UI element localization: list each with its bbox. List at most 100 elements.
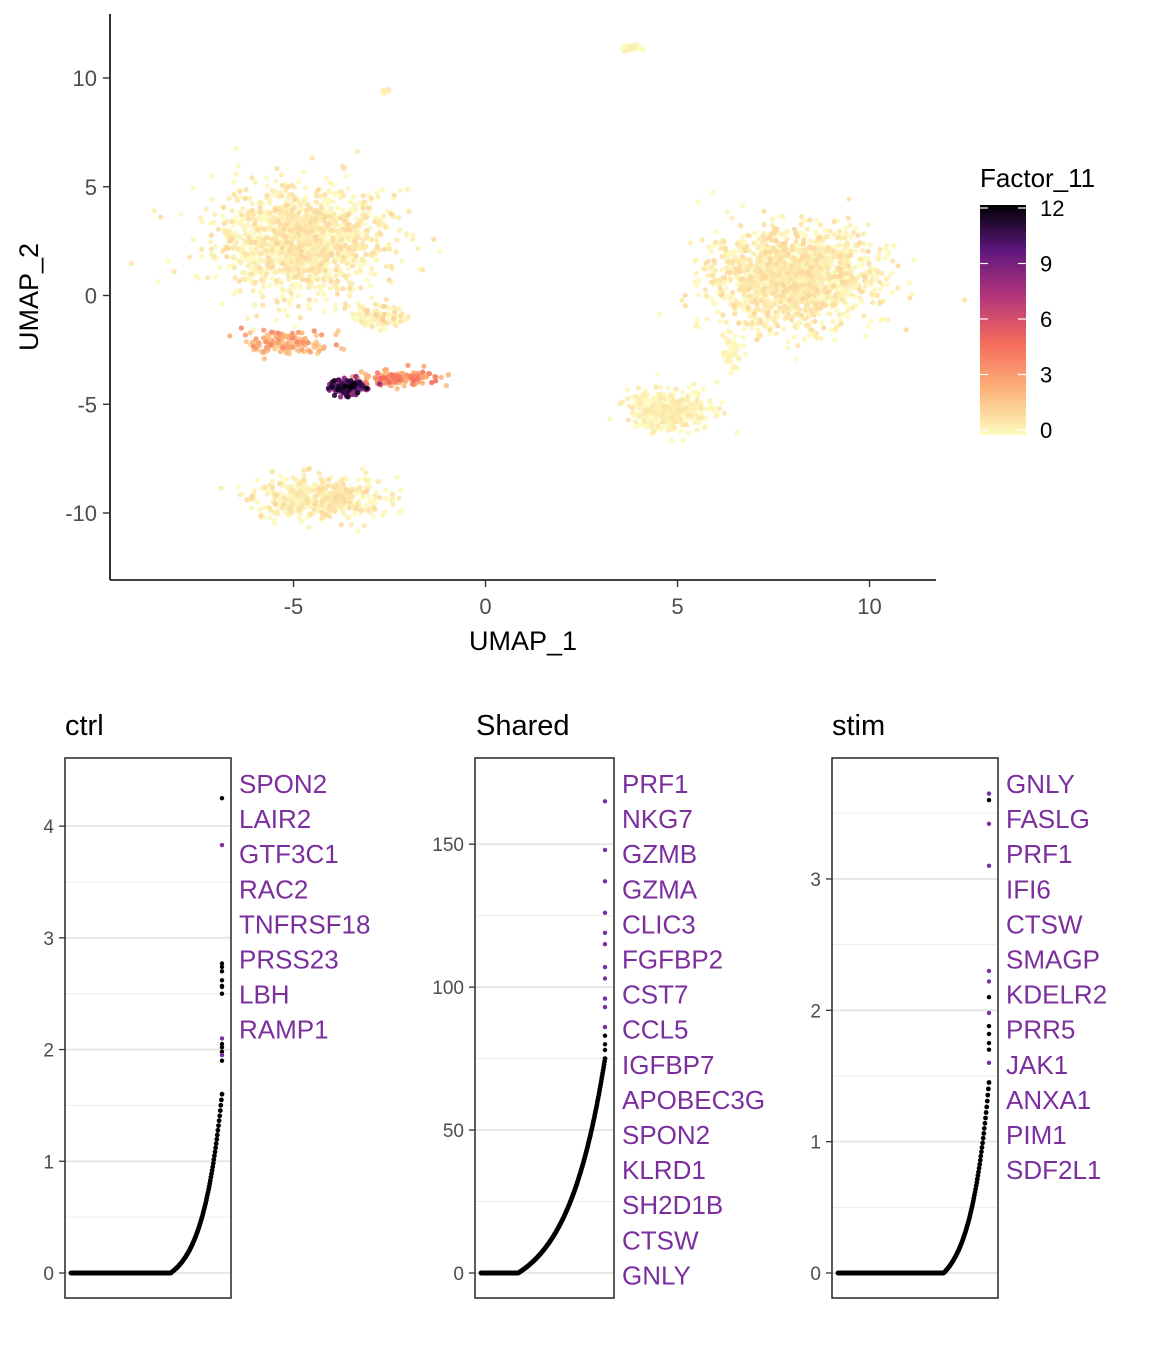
umap-point xyxy=(264,339,269,344)
umap-point xyxy=(826,266,831,271)
umap-point xyxy=(383,496,388,501)
umap-point xyxy=(383,225,388,230)
umap-point xyxy=(366,507,371,512)
umap-point xyxy=(877,279,882,284)
umap-point xyxy=(658,395,663,400)
umap-point xyxy=(316,268,321,273)
umap-point xyxy=(243,196,248,201)
umap-point xyxy=(792,227,797,232)
umap-point xyxy=(801,237,806,242)
umap-point xyxy=(335,387,340,392)
umap-point xyxy=(289,242,294,247)
umap-point xyxy=(777,305,782,310)
umap-point xyxy=(310,247,315,252)
umap-point xyxy=(324,496,329,501)
umap-point xyxy=(299,248,304,253)
umap-point xyxy=(249,505,254,510)
umap-point xyxy=(364,478,369,483)
umap-point xyxy=(808,217,813,222)
umap-point xyxy=(364,386,369,391)
umap-point xyxy=(252,302,257,307)
umap-point xyxy=(328,269,333,274)
umap-point xyxy=(767,235,772,240)
umap-point xyxy=(848,223,853,228)
umap-point xyxy=(396,215,401,220)
umap-point xyxy=(324,297,329,302)
umap-point xyxy=(843,230,848,235)
umap-point xyxy=(375,257,380,262)
umap-point xyxy=(292,233,297,238)
umap-point xyxy=(209,197,214,202)
umap-point xyxy=(262,485,267,490)
umap-point xyxy=(857,240,862,245)
top-gene-point xyxy=(220,992,224,996)
umap-point xyxy=(732,248,737,253)
umap-point xyxy=(704,317,709,322)
umap-point xyxy=(446,372,451,377)
panel-title: Shared xyxy=(476,710,570,742)
umap-point xyxy=(249,271,254,276)
umap-point xyxy=(796,248,801,253)
umap-point xyxy=(729,215,734,220)
umap-point xyxy=(292,205,297,210)
umap-point xyxy=(730,258,735,263)
umap-point xyxy=(305,277,310,282)
umap-point xyxy=(803,307,808,312)
umap-point xyxy=(655,424,660,429)
umap-point xyxy=(675,399,680,404)
umap-point xyxy=(298,315,303,320)
umap-point xyxy=(386,306,391,311)
umap-point xyxy=(369,295,374,300)
umap-point xyxy=(748,293,753,298)
umap-point xyxy=(816,236,821,241)
umap-point xyxy=(307,242,312,247)
umap-point xyxy=(287,302,292,307)
umap-point xyxy=(714,414,719,419)
umap-point xyxy=(281,345,286,350)
umap-point xyxy=(661,404,666,409)
gene-label: RAMP1 xyxy=(239,1015,329,1045)
umap-point xyxy=(748,263,753,268)
umap-point xyxy=(291,213,296,218)
umap-point xyxy=(247,235,252,240)
umap-point xyxy=(355,528,360,533)
umap-point xyxy=(334,342,339,347)
gene-point xyxy=(216,1128,221,1133)
umap-point xyxy=(911,258,916,263)
umap-point xyxy=(724,286,729,291)
umap-point xyxy=(308,220,313,225)
umap-point xyxy=(282,297,287,302)
umap-point xyxy=(851,266,856,271)
umap-point xyxy=(761,209,766,214)
umap-point xyxy=(774,238,779,243)
y-tick-label: 50 xyxy=(443,1121,464,1142)
umap-point xyxy=(848,253,853,258)
umap-point xyxy=(333,307,338,312)
umap-point xyxy=(227,333,232,338)
umap-point xyxy=(715,310,720,315)
umap-point xyxy=(344,228,349,233)
umap-point xyxy=(694,427,699,432)
umap-point xyxy=(301,228,306,233)
umap-point xyxy=(818,265,823,270)
umap-point xyxy=(728,277,733,282)
umap-point xyxy=(335,279,340,284)
umap-point xyxy=(866,249,871,254)
umap-point xyxy=(670,398,675,403)
umap-point xyxy=(846,196,851,201)
umap-point xyxy=(264,271,269,276)
umap-point xyxy=(805,258,810,263)
umap-point xyxy=(322,218,327,223)
umap-point xyxy=(314,298,319,303)
umap-point xyxy=(390,492,395,497)
umap-point xyxy=(728,296,733,301)
umap-point xyxy=(335,287,340,292)
umap-point xyxy=(895,263,900,268)
umap-point xyxy=(330,385,335,390)
umap-point xyxy=(831,249,836,254)
umap-point xyxy=(737,268,742,273)
umap-point xyxy=(699,237,704,242)
gene-point xyxy=(218,1103,223,1108)
umap-point xyxy=(264,175,269,180)
umap-point xyxy=(258,205,263,210)
